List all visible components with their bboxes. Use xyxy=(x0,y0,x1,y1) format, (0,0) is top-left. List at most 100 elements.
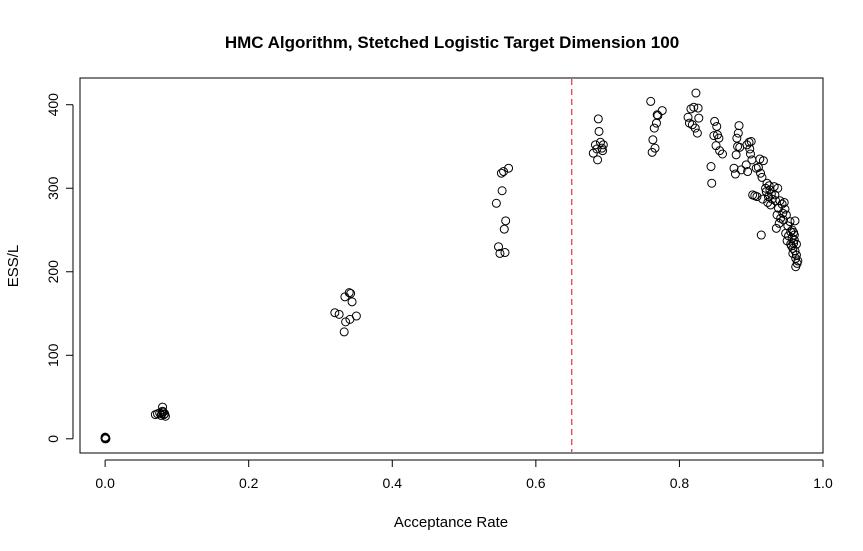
data-point xyxy=(100,432,110,442)
data-point xyxy=(339,327,349,337)
data-point xyxy=(347,297,357,307)
data-point xyxy=(334,309,344,319)
data-point xyxy=(101,433,111,443)
data-point xyxy=(785,217,795,227)
plot-frame xyxy=(79,77,824,454)
data-point xyxy=(344,288,354,298)
y-axis-label: ESS/L xyxy=(5,245,22,288)
data-point xyxy=(789,235,799,245)
data-point xyxy=(764,181,774,191)
data-point xyxy=(714,133,724,143)
data-point xyxy=(793,256,803,266)
data-point xyxy=(733,128,743,138)
x-tick-label: 0.8 xyxy=(670,475,690,491)
data-point xyxy=(717,149,727,159)
data-point xyxy=(158,407,168,417)
data-point xyxy=(496,168,506,178)
data-point xyxy=(351,311,361,321)
data-point xyxy=(494,242,504,252)
data-point xyxy=(491,198,501,208)
data-point xyxy=(709,131,719,141)
data-point xyxy=(650,143,660,153)
data-point xyxy=(500,248,510,258)
y-tick-label: 100 xyxy=(45,343,61,367)
y-tick-label: 200 xyxy=(45,260,61,284)
data-points xyxy=(100,88,803,444)
data-point xyxy=(746,136,756,146)
data-point xyxy=(758,194,768,204)
data-point xyxy=(756,168,766,178)
data-point xyxy=(649,123,659,133)
data-point xyxy=(757,172,767,182)
data-point xyxy=(731,150,741,160)
data-point xyxy=(771,223,781,233)
data-point xyxy=(160,409,170,419)
data-point xyxy=(646,96,656,106)
data-point xyxy=(499,224,509,234)
data-point xyxy=(734,121,744,131)
chart-title: HMC Algorithm, Stetched Logistic Target … xyxy=(225,33,679,52)
data-point xyxy=(789,238,799,248)
data-point xyxy=(657,106,667,116)
x-axis-label: Acceptance Rate xyxy=(394,514,508,531)
data-point xyxy=(687,120,697,130)
data-point xyxy=(736,165,746,175)
data-point xyxy=(594,126,604,136)
data-point xyxy=(593,155,603,165)
data-point xyxy=(683,112,693,122)
data-point xyxy=(694,113,704,123)
data-point xyxy=(595,137,605,147)
data-point xyxy=(753,162,763,172)
data-point xyxy=(693,103,703,113)
data-point xyxy=(497,186,507,196)
x-tick-label: 0.2 xyxy=(239,475,259,491)
x-tick-label: 0.6 xyxy=(526,475,546,491)
x-tick-label: 0.4 xyxy=(383,475,403,491)
data-point xyxy=(689,102,699,112)
data-point xyxy=(752,192,762,202)
data-point xyxy=(756,230,766,240)
data-point xyxy=(710,116,720,126)
data-point xyxy=(779,215,789,225)
data-point xyxy=(729,163,739,173)
data-point xyxy=(732,133,742,143)
data-point xyxy=(499,167,509,177)
data-point xyxy=(504,163,514,173)
data-point xyxy=(346,288,356,298)
data-point xyxy=(684,118,694,128)
data-point xyxy=(730,169,740,179)
data-point xyxy=(779,197,789,207)
data-point xyxy=(598,146,608,156)
data-point xyxy=(766,189,776,199)
data-point xyxy=(758,156,768,166)
data-point xyxy=(741,160,751,170)
data-point xyxy=(598,140,608,150)
data-point xyxy=(743,167,753,177)
data-point xyxy=(707,178,717,188)
data-point xyxy=(787,225,797,235)
y-axis: 0 100 200 300 400 xyxy=(45,93,74,443)
data-point xyxy=(648,135,658,145)
x-tick-label: 0.0 xyxy=(95,475,115,491)
data-point xyxy=(790,216,800,226)
x-tick-label: 1.0 xyxy=(813,475,833,491)
data-point xyxy=(341,317,351,327)
data-point xyxy=(692,128,702,138)
data-point xyxy=(330,308,340,318)
data-point xyxy=(495,248,505,258)
data-point xyxy=(593,114,603,124)
data-point xyxy=(690,123,700,133)
data-point xyxy=(715,146,725,156)
data-point xyxy=(501,216,511,226)
data-point xyxy=(651,118,661,128)
y-tick-label: 400 xyxy=(45,93,61,117)
data-point xyxy=(745,149,755,159)
data-point xyxy=(706,162,716,172)
y-tick-label: 0 xyxy=(45,435,61,443)
data-point xyxy=(773,183,783,193)
data-point xyxy=(712,121,722,131)
data-point xyxy=(747,155,757,165)
data-point xyxy=(157,409,167,419)
data-point xyxy=(780,204,790,214)
